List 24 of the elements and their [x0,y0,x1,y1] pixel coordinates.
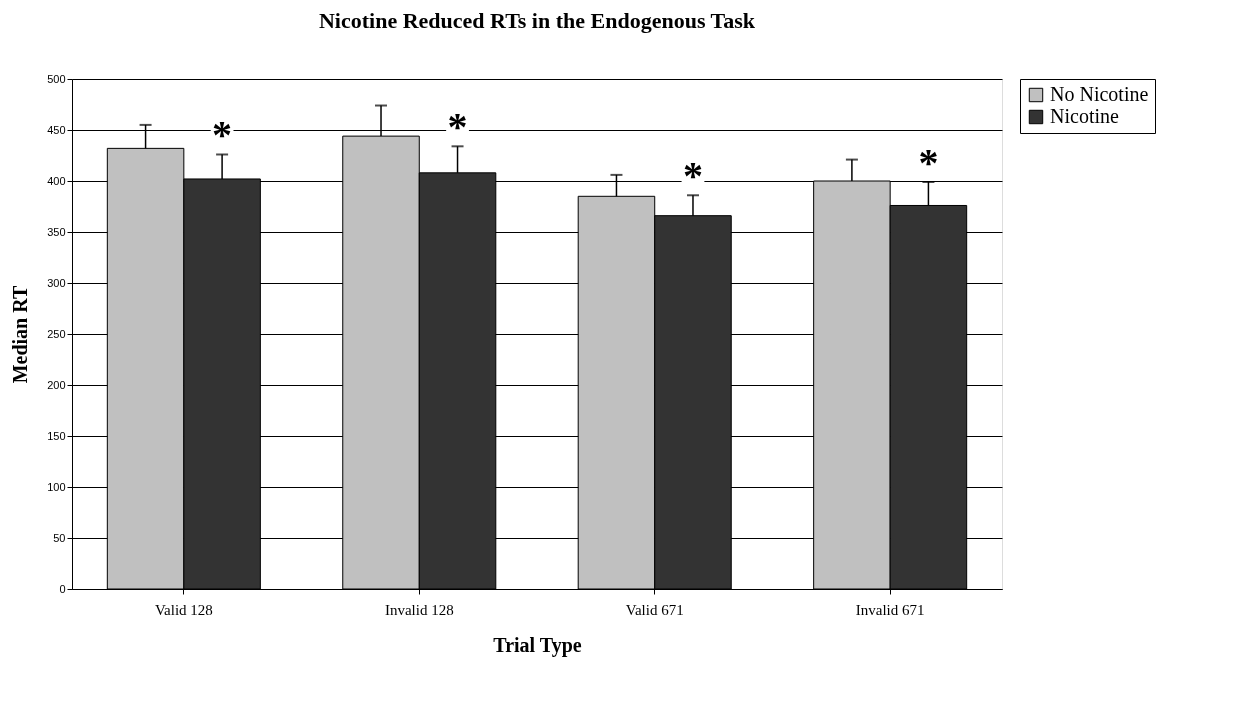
legend-label: No Nicotine [1050,83,1149,105]
y-axis-title: Median RT [9,285,32,384]
x-tick-label: Invalid 128 [384,601,454,618]
x-axis-title: Trial Type [493,633,582,657]
x-tick-label: Valid 128 [154,601,213,618]
y-tick-label: 400 [47,174,66,187]
x-tick-label: Valid 671 [625,601,684,618]
y-tick-label: 100 [47,480,66,493]
y-tick-label: 0 [59,582,66,595]
y-tick-label: 250 [47,327,66,340]
y-tick-label: 150 [47,429,66,442]
annotation: * [212,112,233,158]
x-tick-label: Invalid 671 [855,601,925,618]
legend-label: Nicotine [1050,105,1119,127]
y-tick-label: 200 [47,378,66,391]
annotation: * [447,104,468,150]
annotation: * [682,153,703,199]
y-tick-label: 350 [47,225,66,238]
y-tick-label: 50 [53,531,66,544]
chart-title: Nicotine Reduced RTs in the Endogenous Task [318,8,756,33]
y-tick-label: 500 [47,72,66,85]
y-tick-label: 450 [47,123,66,136]
y-tick-label: 300 [47,276,66,289]
annotation: * [918,140,939,186]
